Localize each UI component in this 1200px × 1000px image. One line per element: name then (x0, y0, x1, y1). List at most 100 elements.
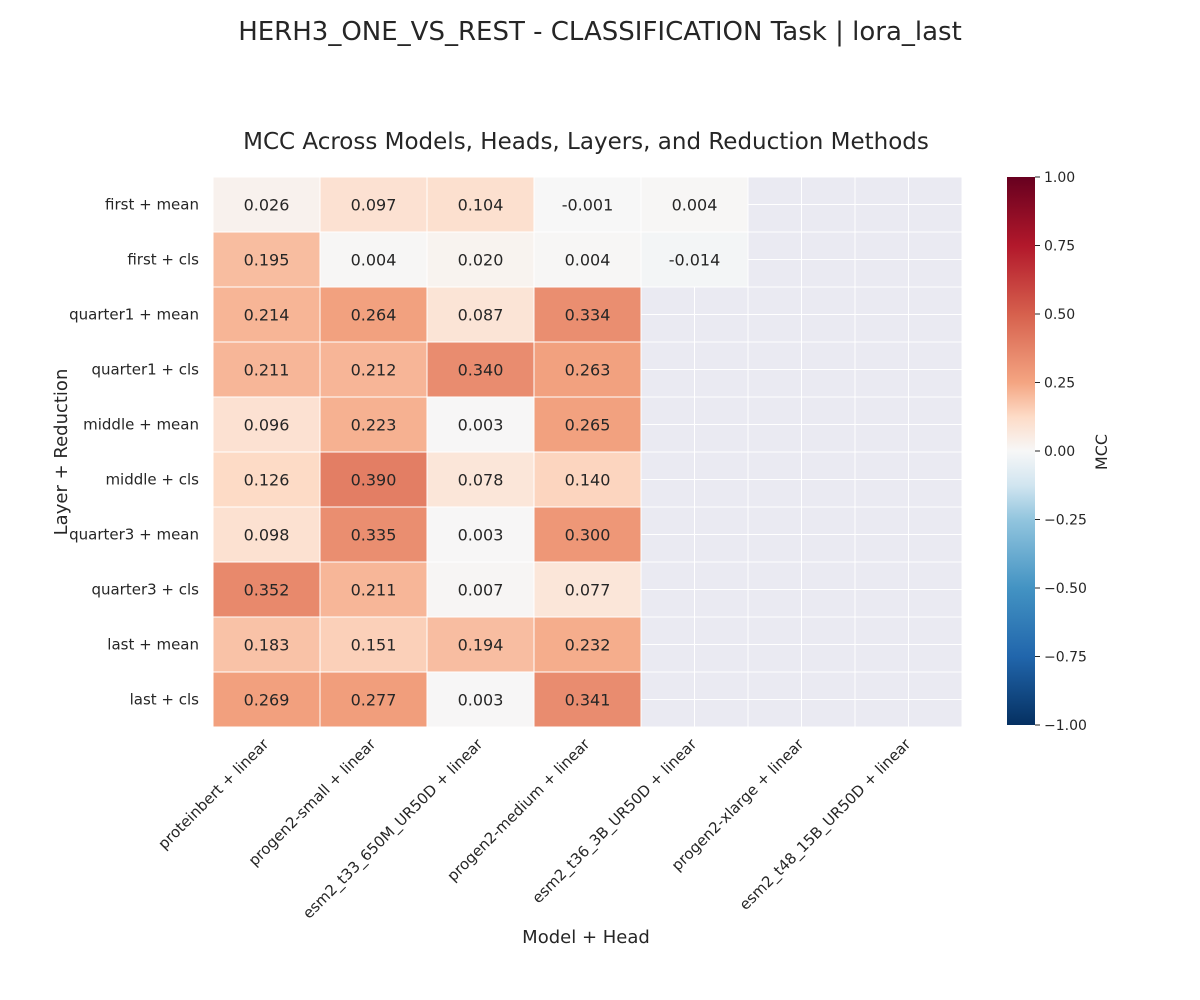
cell-value-label: 0.340 (458, 361, 504, 380)
heatmap-cell (533, 671, 642, 728)
y-tick-label: last + cls (130, 691, 200, 709)
heatmap-cell (319, 561, 428, 618)
y-tick-label: quarter3 + cls (91, 581, 199, 599)
heatmap-cell (533, 506, 642, 563)
y-axis-label: Layer + Reduction (51, 369, 72, 536)
cell-value-label: -0.014 (669, 251, 721, 270)
colorbar-tick-label: −0.25 (1044, 513, 1087, 529)
cell-value-label: 0.104 (458, 196, 504, 215)
cell-value-label: 0.097 (351, 196, 397, 215)
cell-value-label: 0.098 (244, 526, 290, 545)
cell-value-label: 0.004 (565, 251, 611, 270)
cell-value-label: 0.223 (351, 416, 397, 435)
cell-value-label: -0.001 (562, 196, 614, 215)
cell-value-label: 0.352 (244, 581, 290, 600)
cell-value-label: 0.026 (244, 196, 290, 215)
heatmap-cell (319, 231, 428, 288)
heatmap-cell (212, 396, 321, 453)
heatmap-plot: 0.026 0.097 0.104 -0.001 0.004 0.195 0.004 0.02… (212, 176, 963, 728)
cell-value-label: 0.264 (351, 306, 397, 325)
heatmap-cell (212, 671, 321, 728)
cell-value-label: 0.194 (458, 636, 504, 655)
y-tick-label: middle + cls (105, 471, 199, 489)
heatmap-cell (533, 451, 642, 508)
cell-value-label: 0.211 (351, 581, 397, 600)
colorbar-tick-label: −0.50 (1044, 581, 1087, 597)
heatmap-cell (319, 286, 428, 343)
y-tick-label: quarter3 + mean (69, 526, 199, 544)
cell-value-label: 0.300 (565, 526, 611, 545)
cell-value-label: 0.214 (244, 306, 290, 325)
cell-value-label: 0.003 (458, 416, 504, 435)
cell-value-label: 0.232 (565, 636, 611, 655)
heatmap-cell (533, 231, 642, 288)
heatmap-cell (319, 616, 428, 673)
heatmap-cell (426, 561, 535, 618)
chart-title: MCC Across Models, Heads, Layers, and Re… (243, 129, 929, 155)
heatmap-cell (319, 341, 428, 398)
cell-value-label: 0.004 (672, 196, 718, 215)
heatmap-cell (533, 286, 642, 343)
cell-value-label: 0.212 (351, 361, 397, 380)
x-axis-label: Model + Head (522, 927, 650, 948)
cell-border (854, 671, 963, 728)
cell-value-label: 0.195 (244, 251, 290, 270)
y-tick-label: first + cls (127, 251, 199, 269)
cell-value-label: 0.211 (244, 361, 290, 380)
heatmap-cell (426, 396, 535, 453)
cell-value-label: 0.126 (244, 471, 290, 490)
heatmap-cell (319, 671, 428, 728)
x-tick-label: esm2_t48_15B_UR50D + linear (736, 735, 916, 915)
colorbar-tick-label: 1.00 (1044, 170, 1075, 186)
y-tick-label: quarter1 + cls (91, 361, 199, 379)
x-tick-label: esm2_t33_650M_UR50D + linear (299, 735, 488, 924)
heatmap-cell (426, 671, 535, 728)
cell-value-label: 0.341 (565, 691, 611, 710)
heatmap-cell (533, 561, 642, 618)
y-tick-label: middle + mean (83, 416, 199, 434)
heatmap-cell (426, 176, 535, 233)
colorbar-ticks: 1.00 0.75 0.50 0.25 0.00 −0.25 −0.50 −0.75 −1.00 (1035, 170, 1087, 734)
heatmap-cell (212, 341, 321, 398)
heatmap-cell (212, 176, 321, 233)
colorbar-tick-label: 0.25 (1044, 376, 1075, 392)
colorbar-tick-label: −0.75 (1044, 650, 1087, 666)
heatmap-cell (426, 286, 535, 343)
heatmap-cell (533, 616, 642, 673)
cell-value-label: 0.263 (565, 361, 611, 380)
colorbar-tick-label: 0.75 (1044, 239, 1075, 255)
heatmap-cell (319, 176, 428, 233)
cell-value-label: 0.087 (458, 306, 504, 325)
cell-value-label: 0.269 (244, 691, 290, 710)
heatmap-cell (426, 506, 535, 563)
heatmap-cell (640, 176, 749, 233)
heatmap-cell (640, 231, 749, 288)
cell-value-label: 0.020 (458, 251, 504, 270)
heatmap-cell (212, 286, 321, 343)
cell-value-label: 0.277 (351, 691, 397, 710)
heatmap-cell (319, 506, 428, 563)
colorbar (1007, 177, 1035, 725)
y-tick-label: last + mean (107, 636, 199, 654)
heatmap-cell (212, 616, 321, 673)
cell-value-label: 0.003 (458, 691, 504, 710)
heatmap-cell (212, 451, 321, 508)
y-tick-label: quarter1 + mean (69, 306, 199, 324)
cell-value-label: 0.078 (458, 471, 504, 490)
heatmap-cell (319, 396, 428, 453)
cell-value-label: 0.265 (565, 416, 611, 435)
cell-value-label: 0.334 (565, 306, 611, 325)
cell-value-label: 0.077 (565, 581, 611, 600)
colorbar-tick-label: 0.50 (1044, 307, 1075, 323)
colorbar-tick-label: 0.00 (1044, 444, 1075, 460)
figure-suptitle: HERH3_ONE_VS_REST - CLASSIFICATION Task … (238, 17, 962, 47)
cell-value-label: 0.335 (351, 526, 397, 545)
heatmap-cell (212, 506, 321, 563)
y-tick-labels: first + mean first + cls quarter1 + mean qu… (69, 196, 199, 709)
cell-value-label: 0.007 (458, 581, 504, 600)
colorbar-tick-label: −1.00 (1044, 718, 1087, 734)
cell-value-label: 0.096 (244, 416, 290, 435)
heatmap-cell (426, 231, 535, 288)
y-tick-label: first + mean (105, 196, 199, 214)
